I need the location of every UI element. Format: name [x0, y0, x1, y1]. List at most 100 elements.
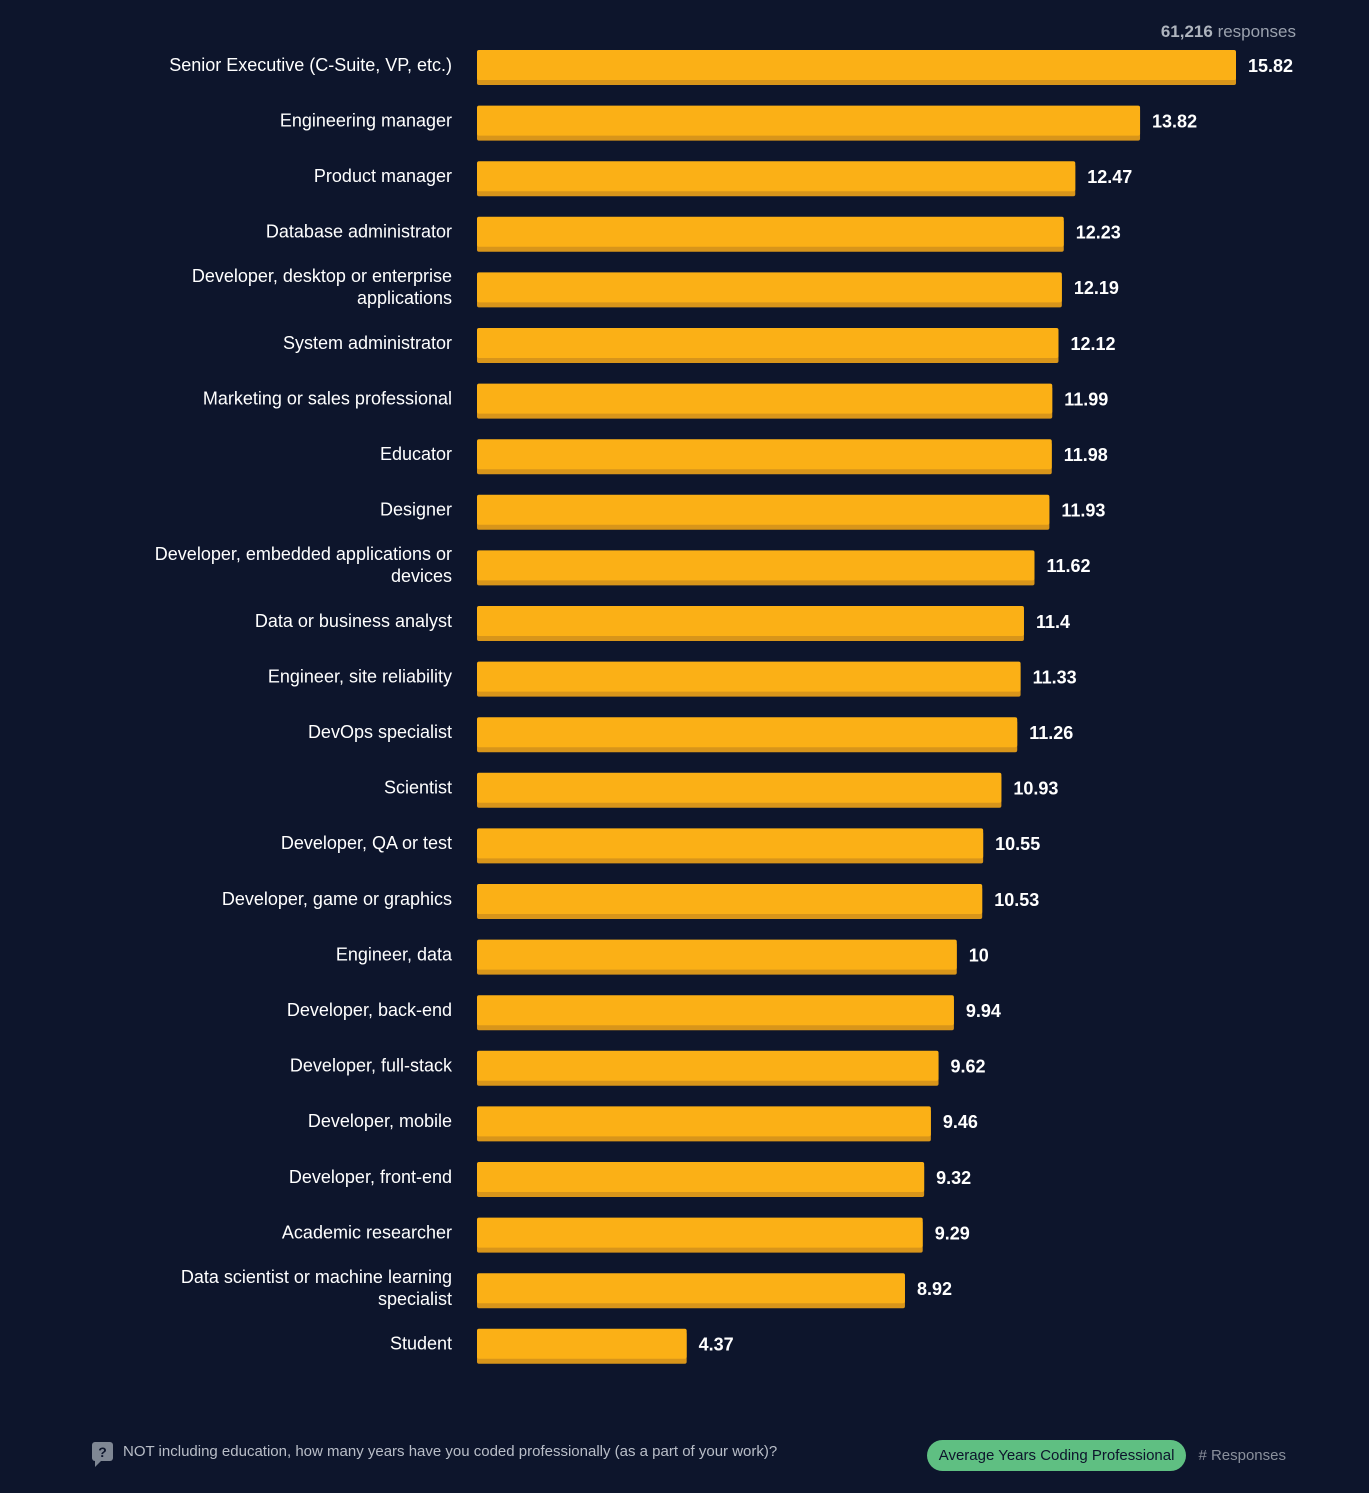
category-label: Student [390, 1334, 452, 1354]
value-label: 4.37 [699, 1335, 734, 1355]
category-label: Marketing or sales professional [203, 388, 452, 408]
bar-row: Developer, desktop or enterpriseapplicat… [192, 266, 1119, 308]
category-label: Developer, back-end [287, 1000, 452, 1020]
value-label: 9.46 [943, 1112, 978, 1132]
responses-label: responses [1217, 22, 1296, 41]
bar-row: System administrator 12.12 [283, 328, 1116, 363]
value-label: 10.53 [994, 890, 1039, 910]
bar[interactable] [477, 328, 1059, 358]
bar[interactable] [477, 1162, 925, 1192]
bar-row: Developer, back-end 9.94 [287, 995, 1001, 1031]
category-label: Data or business analyst [255, 611, 452, 631]
category-label: Developer, QA or test [281, 833, 452, 853]
legend-responses-button[interactable]: # Responses [1198, 1447, 1286, 1464]
bar-row: Developer, embedded applications ordevic… [155, 544, 1091, 586]
bar[interactable] [477, 1328, 687, 1359]
value-label: 11.4 [1036, 612, 1070, 632]
bar[interactable] [477, 272, 1062, 303]
bar-row: Marketing or sales professional 11.99 [203, 383, 1108, 419]
value-label: 11.62 [1046, 556, 1090, 576]
value-label: 11.26 [1029, 723, 1073, 743]
question-icon[interactable]: ? [92, 1442, 113, 1467]
bar[interactable] [477, 661, 1021, 692]
bar[interactable] [477, 772, 1002, 803]
bar[interactable] [477, 439, 1052, 470]
value-label: 11.99 [1064, 389, 1108, 409]
category-label: Educator [380, 444, 452, 464]
value-label: 11.33 [1033, 667, 1077, 687]
value-label: 9.32 [936, 1168, 971, 1188]
bar-row: Academic researcher 9.29 [282, 1217, 970, 1253]
value-label: 12.12 [1070, 334, 1115, 354]
value-label: 10.93 [1013, 779, 1058, 799]
bar-row: Database administrator 12.23 [266, 216, 1121, 252]
category-label: Data scientist or machine learning [181, 1267, 452, 1287]
category-label: Developer, full-stack [290, 1056, 453, 1076]
category-label: Designer [380, 500, 452, 520]
bar[interactable] [477, 105, 1141, 136]
bar-row: Engineering manager 13.82 [280, 105, 1197, 141]
legend: Average Years Coding Professional # Resp… [926, 1440, 1286, 1471]
category-label: Scientist [384, 778, 452, 798]
category-label: Engineer, data [336, 944, 453, 964]
bar[interactable] [477, 717, 1018, 748]
bar[interactable] [477, 1106, 931, 1137]
category-label: Product manager [314, 166, 452, 186]
bar[interactable] [477, 494, 1050, 525]
value-label: 12.19 [1074, 278, 1119, 298]
value-label: 8.92 [917, 1279, 952, 1299]
bar[interactable] [477, 1273, 905, 1304]
bar-row: Educator 11.98 [380, 439, 1108, 475]
bar[interactable] [477, 1217, 923, 1248]
category-label: Developer, desktop or enterprise [192, 266, 452, 286]
category-label: specialist [378, 1289, 452, 1309]
bar[interactable] [477, 828, 984, 859]
bar[interactable] [477, 939, 957, 970]
bar-row: Developer, front-end 9.32 [289, 1162, 971, 1197]
bar-row: Developer, QA or test 10.55 [281, 828, 1040, 864]
category-label: Database administrator [266, 222, 452, 242]
bar[interactable] [477, 606, 1024, 636]
bar-row: Designer 11.93 [380, 494, 1105, 530]
category-label: System administrator [283, 333, 452, 353]
bar[interactable] [477, 995, 954, 1026]
responses-count: 61,216 responses [1161, 22, 1296, 42]
bar-row: Developer, mobile 9.46 [308, 1106, 978, 1142]
question-text: NOT including education, how many years … [123, 1443, 778, 1460]
bar-row: Senior Executive (C-Suite, VP, etc.) 15.8… [169, 50, 1293, 85]
category-label: Engineer, site reliability [268, 666, 452, 686]
bar[interactable] [477, 550, 1035, 581]
category-label: applications [357, 288, 452, 308]
chart-footer: ? NOT including education, how many year… [92, 1438, 1309, 1478]
survey-question: ? NOT including education, how many year… [92, 1442, 778, 1467]
bar-row: Product manager 12.47 [314, 161, 1132, 197]
value-label: 9.29 [935, 1223, 970, 1243]
bar[interactable] [477, 1050, 939, 1081]
bar[interactable] [477, 216, 1064, 247]
value-label: 9.62 [951, 1057, 986, 1077]
category-label: DevOps specialist [308, 722, 452, 742]
bar-row: DevOps specialist 11.26 [308, 717, 1073, 753]
legend-average-years-button[interactable]: Average Years Coding Professional [926, 1440, 1187, 1471]
bar-row: Data scientist or machine learningspecia… [181, 1267, 952, 1309]
value-label: 11.93 [1061, 501, 1105, 521]
bar[interactable] [477, 50, 1236, 80]
bar[interactable] [477, 383, 1053, 414]
bar[interactable] [477, 161, 1076, 192]
category-label: Senior Executive (C-Suite, VP, etc.) [169, 55, 452, 75]
bar-row: Scientist 10.93 [384, 772, 1058, 808]
bar-chart: Senior Executive (C-Suite, VP, etc.) 15.8… [155, 50, 1293, 1364]
category-label: Academic researcher [282, 1222, 452, 1242]
category-label: Engineering manager [280, 110, 452, 130]
bar-row: Engineer, site reliability 11.33 [268, 661, 1077, 697]
bar-row: Student 4.37 [390, 1328, 734, 1364]
responses-number: 61,216 [1160, 22, 1213, 41]
bar-row: Developer, full-stack 9.62 [290, 1050, 986, 1086]
bar[interactable] [477, 884, 983, 914]
category-label: Developer, embedded applications or [155, 544, 452, 564]
bar-row: Engineer, data 10 [336, 939, 989, 975]
value-label: 10.55 [995, 834, 1040, 854]
value-label: 9.94 [966, 1001, 1001, 1021]
value-label: 12.23 [1076, 223, 1121, 243]
value-label: 12.47 [1087, 167, 1132, 187]
